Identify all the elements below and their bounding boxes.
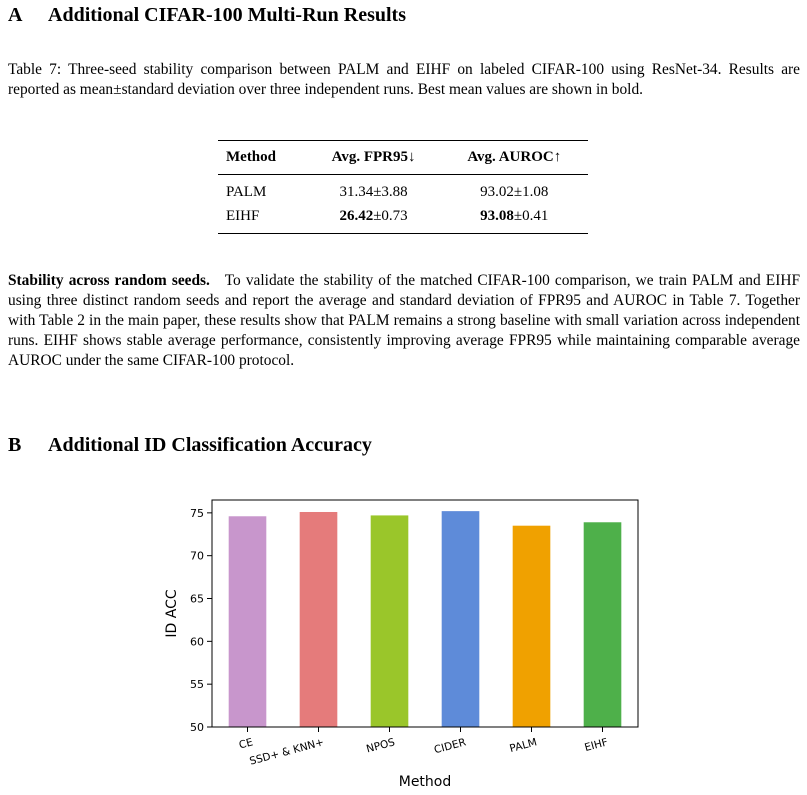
header-fpr95: Avg. FPR95↓ bbox=[331, 149, 416, 165]
section-b-number: B bbox=[8, 434, 22, 456]
x-tick-label: PALM bbox=[508, 736, 538, 755]
x-tick-label: CIDER bbox=[433, 736, 467, 756]
y-tick-label: 65 bbox=[190, 593, 204, 606]
fpr95-mean: 31.34 bbox=[339, 184, 374, 200]
plot-frame bbox=[211, 499, 639, 728]
auroc-mean-best: 93.08 bbox=[480, 208, 514, 224]
bar-ce bbox=[228, 516, 267, 727]
auroc-sd: ±0.41 bbox=[513, 208, 549, 224]
x-tick-label: SSD+ & KNN+ bbox=[248, 736, 325, 767]
paragraph-text: To validate the stability of the matched… bbox=[8, 272, 800, 369]
x-tick-label: NPOS bbox=[365, 736, 397, 755]
bar-npos bbox=[370, 515, 409, 727]
row-method: EIHF bbox=[226, 208, 260, 224]
section-b-heading: B Additional ID Classification Accuracy bbox=[8, 434, 372, 457]
bar-palm bbox=[512, 525, 551, 727]
section-a-heading: A Additional CIFAR-100 Multi-Run Results bbox=[8, 4, 406, 27]
header-auroc: Avg. AUROC↑ bbox=[467, 149, 562, 165]
table-row: PALM 31.34±3.88 93.02±1.08 bbox=[218, 175, 588, 205]
header-method: Method bbox=[226, 149, 276, 165]
y-tick-label: 70 bbox=[190, 550, 204, 563]
row-fpr95: 31.34±3.88 bbox=[307, 175, 441, 205]
table-caption: Table 7: Three-seed stability comparison… bbox=[8, 61, 800, 98]
y-tick-label: 50 bbox=[190, 721, 204, 734]
row-auroc: 93.02±1.08 bbox=[441, 175, 588, 205]
section-b-title: Additional ID Classification Accuracy bbox=[48, 434, 372, 456]
fpr95-mean-best: 26.42 bbox=[339, 208, 374, 224]
stability-paragraph: Stability across random seeds. To valida… bbox=[8, 271, 800, 371]
x-tick-label: CE bbox=[238, 736, 255, 751]
x-axis-label: Method bbox=[399, 774, 452, 790]
bar-cider bbox=[441, 511, 480, 727]
x-tick-label: EIHF bbox=[583, 736, 609, 754]
row-fpr95: 26.42±0.73 bbox=[307, 204, 441, 234]
y-tick-label: 60 bbox=[190, 635, 204, 648]
y-axis-label: ID ACC bbox=[164, 589, 180, 637]
y-tick-label: 55 bbox=[190, 678, 204, 691]
row-method: PALM bbox=[226, 184, 267, 200]
bar-eihf bbox=[583, 522, 622, 727]
results-table: Method Avg. FPR95↓ Avg. AUROC↑ PALM 31.3… bbox=[218, 140, 588, 234]
row-auroc: 93.08±0.41 bbox=[441, 204, 588, 234]
fpr95-sd: ±3.88 bbox=[373, 184, 408, 200]
bar-ssd-knn- bbox=[299, 511, 338, 727]
table-header-row: Method Avg. FPR95↓ Avg. AUROC↑ bbox=[218, 140, 588, 175]
section-a-number: A bbox=[8, 4, 23, 26]
paragraph-lead: Stability across random seeds. bbox=[8, 272, 210, 289]
fpr95-sd: ±0.73 bbox=[373, 208, 408, 224]
y-tick-label: 75 bbox=[190, 507, 204, 520]
auroc-sd: ±1.08 bbox=[513, 184, 549, 200]
table-row: EIHF 26.42±0.73 93.08±0.41 bbox=[218, 204, 588, 234]
auroc-mean: 93.02 bbox=[480, 184, 514, 200]
section-a-title: Additional CIFAR-100 Multi-Run Results bbox=[48, 4, 406, 26]
